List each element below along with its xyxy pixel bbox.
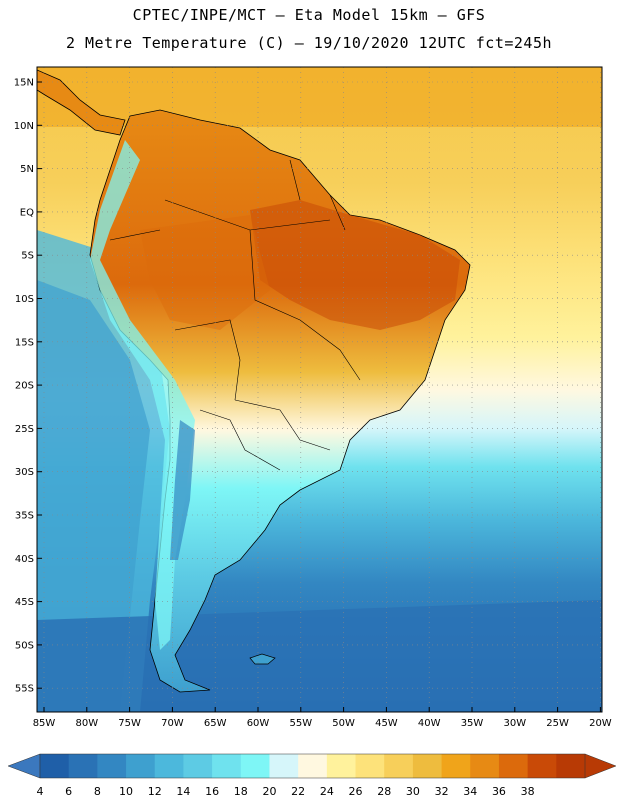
lon-label: 55W bbox=[289, 718, 312, 729]
lat-label: 40S bbox=[15, 554, 34, 565]
longitude-labels: 85W 80W 75W 70W 65W 60W 55W 50W 45W 40W 35W 30W 25W 2… bbox=[33, 707, 612, 729]
colorbar-swatch bbox=[498, 754, 529, 778]
colorbar-over-arrow bbox=[584, 753, 617, 779]
lat-label: 15N bbox=[14, 78, 34, 89]
colorbar-swatch bbox=[154, 754, 184, 778]
graticule bbox=[37, 67, 602, 712]
lat-label: 55S bbox=[15, 684, 34, 695]
lon-label: 85W bbox=[33, 718, 56, 729]
colorbar-swatch bbox=[126, 754, 156, 778]
lat-label: 10N bbox=[14, 121, 34, 132]
lat-label: 25S bbox=[15, 424, 34, 435]
lon-label: 30W bbox=[503, 718, 526, 729]
colorbar-swatch bbox=[412, 754, 443, 778]
lat-label: 35S bbox=[15, 511, 34, 522]
lat-label: 50S bbox=[15, 640, 34, 651]
colorbar-label: 16 bbox=[205, 785, 219, 798]
colorbar-swatch bbox=[212, 754, 242, 778]
colorbar-swatch bbox=[68, 754, 98, 778]
map-frame bbox=[36, 66, 603, 713]
colorbar-swatch bbox=[355, 754, 385, 778]
lat-label: 45S bbox=[15, 597, 34, 608]
lat-label: 15S bbox=[15, 337, 34, 348]
lon-label: 80W bbox=[75, 718, 98, 729]
colorbar-label: 30 bbox=[406, 785, 420, 798]
lon-label: 35W bbox=[461, 718, 484, 729]
colorbar-swatch bbox=[384, 754, 414, 778]
lat-label: 5S bbox=[21, 251, 34, 262]
colorbar-label: 24 bbox=[320, 785, 334, 798]
colorbar-label: 26 bbox=[349, 785, 363, 798]
title-line-2: 2 Metre Temperature (C) – 19/10/2020 12U… bbox=[65, 34, 553, 52]
colorbar-swatch bbox=[240, 754, 270, 778]
lat-label: 20S bbox=[15, 381, 34, 392]
lon-label: 20W bbox=[589, 718, 612, 729]
lon-label: 25W bbox=[546, 718, 569, 729]
colorbar-label: 4 bbox=[37, 785, 44, 798]
colorbar-label: 12 bbox=[148, 785, 162, 798]
colorbar-label: 18 bbox=[234, 785, 248, 798]
lon-label: 60W bbox=[247, 718, 270, 729]
colorbar-under-arrow bbox=[7, 753, 41, 779]
lat-label: EQ bbox=[20, 207, 34, 218]
colorbar-label: 8 bbox=[94, 785, 101, 798]
colorbar-swatch bbox=[97, 754, 127, 778]
colorbar-swatch bbox=[326, 754, 357, 778]
lat-label: 5N bbox=[20, 164, 34, 175]
colorbar-label: 38 bbox=[521, 785, 535, 798]
colorbar-label: 14 bbox=[176, 785, 190, 798]
lon-label: 65W bbox=[204, 718, 227, 729]
lat-label: 10S bbox=[15, 294, 34, 305]
lon-label: 40W bbox=[418, 718, 441, 729]
lon-label: 45W bbox=[375, 718, 398, 729]
lon-label: 75W bbox=[118, 718, 141, 729]
lon-label: 70W bbox=[161, 718, 184, 729]
colorbar: 4 6 8 10 12 14 16 18 20 22 24 26 28 30 32 34 36 38 bbox=[7, 753, 617, 798]
colorbar-label: 20 bbox=[262, 785, 276, 798]
colorbar-swatch bbox=[441, 754, 471, 778]
colorbar-swatch bbox=[527, 754, 557, 778]
colorbar-label: 6 bbox=[65, 785, 72, 798]
colorbar-label: 36 bbox=[492, 785, 506, 798]
latitude-labels: 15N 10N 5N EQ 5S 10S 15S 20S 25S 30S 35S 40S 45S 50S 5… bbox=[14, 78, 42, 695]
colorbar-label: 10 bbox=[119, 785, 133, 798]
lon-label: 50W bbox=[332, 718, 355, 729]
colorbar-swatch bbox=[269, 754, 299, 778]
colorbar-label: 28 bbox=[377, 785, 391, 798]
colorbar-swatch bbox=[556, 754, 586, 778]
lat-label: 30S bbox=[15, 467, 34, 478]
colorbar-label: 32 bbox=[435, 785, 449, 798]
title-line-1: CPTEC/INPE/MCT – Eta Model 15km – GFS bbox=[132, 6, 486, 24]
colorbar-swatch bbox=[40, 754, 70, 778]
colorbar-label: 22 bbox=[291, 785, 305, 798]
colorbar-label: 34 bbox=[463, 785, 477, 798]
colorbar-swatch bbox=[298, 754, 328, 778]
colorbar-swatch bbox=[183, 754, 213, 778]
colorbar-swatch bbox=[470, 754, 500, 778]
